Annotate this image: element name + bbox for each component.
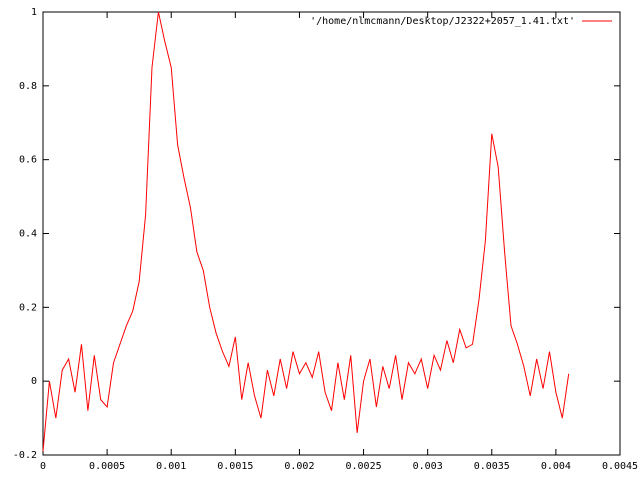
y-tick-label: -0.2 bbox=[13, 450, 37, 461]
x-tick-label: 0.0005 bbox=[89, 461, 125, 472]
x-tick-label: 0.001 bbox=[156, 461, 186, 472]
legend-label: '/home/nlmcmann/Desktop/J2322+2057_1.41.… bbox=[310, 16, 575, 27]
x-tick-label: 0.002 bbox=[284, 461, 314, 472]
x-tick-label: 0 bbox=[40, 461, 46, 472]
y-tick-label: 0 bbox=[31, 376, 37, 387]
y-tick-label: 0.4 bbox=[19, 229, 37, 240]
y-tick-label: 0.6 bbox=[19, 155, 37, 166]
x-tick-label: 0.004 bbox=[541, 461, 571, 472]
y-tick-label: 1 bbox=[31, 7, 37, 18]
x-tick-label: 0.0035 bbox=[474, 461, 510, 472]
y-tick-label: 0.2 bbox=[19, 302, 37, 313]
data-line bbox=[42, 11, 570, 452]
y-tick-label: 0.8 bbox=[19, 81, 37, 92]
x-tick-label: 0.0045 bbox=[602, 461, 638, 472]
x-tick-label: 0.0015 bbox=[217, 461, 253, 472]
x-tick-label: 0.0025 bbox=[345, 461, 381, 472]
plot-frame bbox=[42, 11, 621, 456]
x-tick-label: 0.003 bbox=[413, 461, 443, 472]
